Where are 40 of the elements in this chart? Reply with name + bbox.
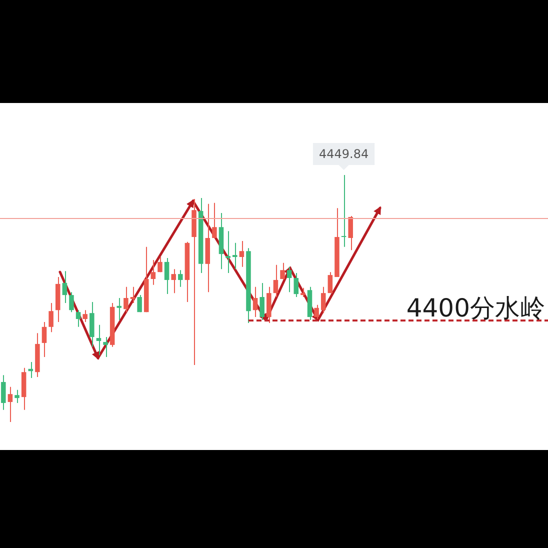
candlestick: [76, 310, 81, 328]
candlestick: [280, 262, 285, 280]
candlestick: [124, 286, 128, 313]
candlestick: [320, 286, 326, 314]
candlestick: [42, 321, 47, 358]
candlestick: [273, 264, 278, 298]
candlestick: [96, 324, 102, 356]
candlestick: [137, 294, 142, 313]
candlestick: [314, 304, 319, 320]
candlestick: [252, 286, 258, 318]
candlestick: [164, 257, 170, 295]
candlestick: [116, 298, 122, 320]
candlestick: [294, 272, 299, 298]
candlestick: [328, 272, 333, 294]
ref-line-label: 4400分水岭: [406, 294, 545, 322]
candlestick: [171, 268, 176, 294]
candlestick: [260, 282, 264, 320]
candlestick: [62, 270, 68, 304]
candlestick: [348, 216, 353, 251]
candlestick: [8, 386, 13, 422]
candlestick: [212, 202, 217, 238]
annotation: 4449.84: [318, 147, 369, 162]
candlestick: [130, 286, 136, 304]
candlestick: [232, 242, 238, 270]
candlestick: [14, 389, 20, 404]
candlestick: [178, 270, 183, 288]
candlestick: [103, 336, 108, 358]
candlestick: [69, 292, 74, 313]
candlestick: [158, 256, 162, 273]
candlestick: [341, 174, 346, 248]
candlestick: [90, 301, 94, 348]
candlestick: [48, 302, 54, 333]
candlestick: [239, 240, 244, 268]
candlestick: [266, 286, 272, 324]
candlestick: [286, 266, 292, 293]
candlestick: [82, 310, 88, 322]
candlestick: [300, 287, 306, 298]
candlestick: [1, 374, 6, 410]
candlestick: [226, 230, 230, 274]
candlestick: [150, 259, 156, 286]
